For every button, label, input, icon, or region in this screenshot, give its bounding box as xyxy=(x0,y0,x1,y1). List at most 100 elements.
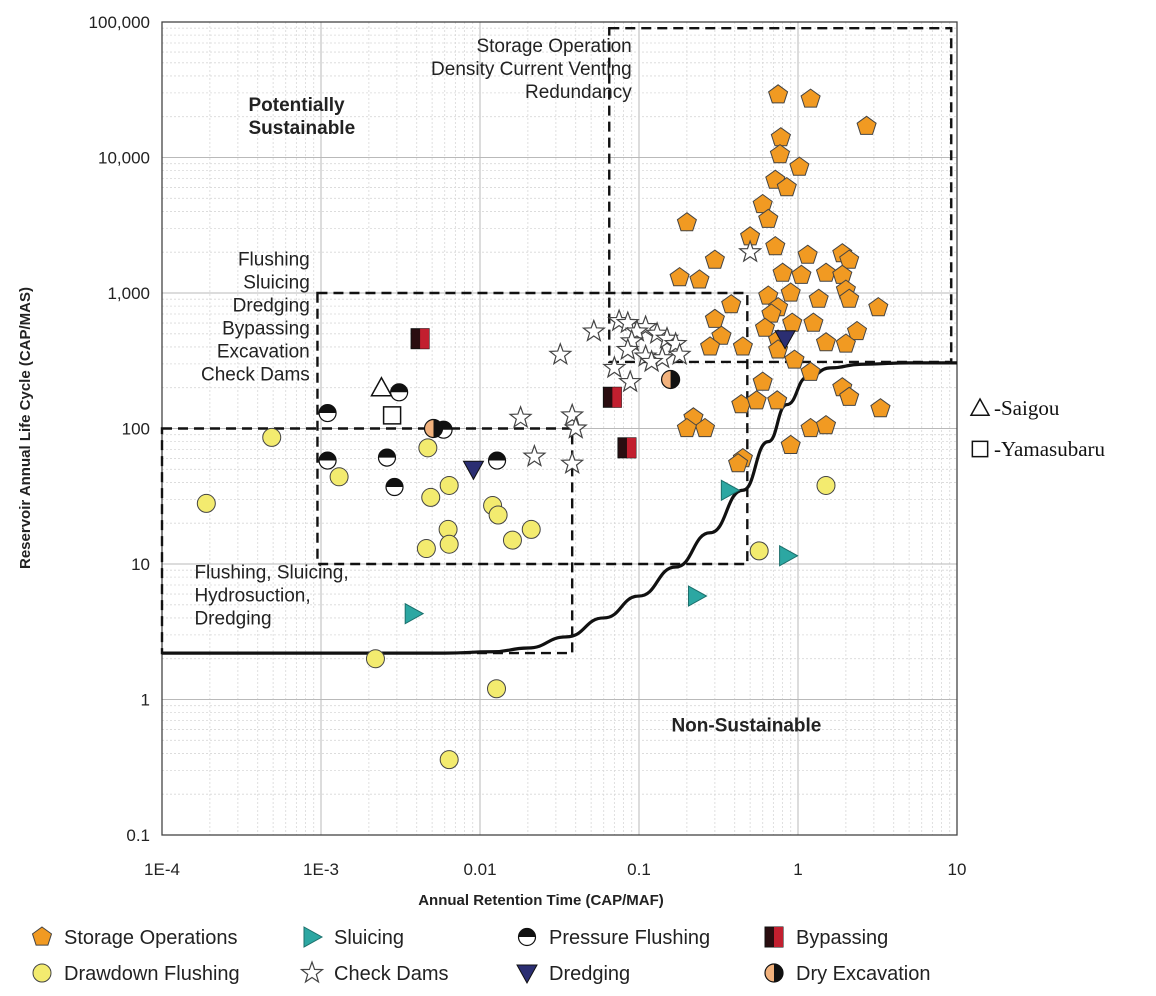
storage-operations-point xyxy=(754,317,776,337)
annotation-line: Sluicing xyxy=(243,272,310,293)
data-points xyxy=(196,84,891,770)
drawdown-flushing-point xyxy=(416,539,436,559)
drawdown-flushing-point xyxy=(262,427,282,447)
side-legend-label: -Saigou xyxy=(994,396,1060,420)
check-dams-point xyxy=(602,355,627,379)
storage-operations-point xyxy=(768,84,789,104)
sluicing-point xyxy=(720,479,741,502)
dredging-point xyxy=(774,330,796,350)
legend-label: Dredging xyxy=(549,963,630,985)
legend-item-drawdown-flushing: Drawdown Flushing xyxy=(32,963,240,985)
check-dams-point xyxy=(618,369,643,393)
storage-operations-point xyxy=(689,269,710,289)
storage-operations-point xyxy=(704,249,725,269)
check-dams-point xyxy=(667,342,692,366)
drawdown-flushing-point xyxy=(418,438,438,458)
storage-operations-point xyxy=(769,143,791,164)
storage-operations-point xyxy=(870,398,891,418)
annotation-line: Excavation xyxy=(217,341,310,362)
drawdown-flushing-point xyxy=(196,493,216,513)
annotation-line: Sustainable xyxy=(249,118,356,139)
check-dams-point xyxy=(560,402,585,426)
check-dams-point xyxy=(615,337,640,361)
drawdown-flushing-point xyxy=(439,750,459,770)
storage-operations-point xyxy=(789,156,810,176)
storage-operations-point xyxy=(800,417,821,438)
storage-operations-point xyxy=(791,264,812,284)
side-legend-item--saigou: -Saigou xyxy=(969,396,1060,420)
dredging-legend-icon xyxy=(516,964,538,985)
y-tick-label: 0.1 xyxy=(126,826,150,845)
saigou-point xyxy=(370,376,393,397)
dredging-point xyxy=(462,460,485,481)
storage-operations-point xyxy=(772,262,793,282)
check-dams-point xyxy=(563,415,588,439)
pressure-flushing-point xyxy=(318,403,337,423)
region-box-1 xyxy=(608,27,953,364)
sluicing-point xyxy=(688,585,708,607)
side-legend: -Saigou -Yamasubaru xyxy=(969,396,1106,461)
storage-operations-point xyxy=(839,249,860,269)
axis-ticks: 1E-4 1E-3 0.01 0.1 1 10 0.1 1 10 100 1,000 10,000 10… xyxy=(89,13,967,879)
legend: Storage Operations Sluicing Pressure Flush… xyxy=(31,926,931,985)
storage-operations-point xyxy=(846,320,868,341)
plot-gridlines xyxy=(161,22,957,836)
y-axis-title: Reservoir Annual Life Cycle (CAP/MAS) xyxy=(17,287,34,569)
x-tick-label: 1E-3 xyxy=(303,860,339,879)
storage-operations-point xyxy=(815,332,837,352)
storage-operations-point xyxy=(803,312,824,332)
storage-operations-point xyxy=(704,308,725,328)
storage-operations-point xyxy=(856,115,877,135)
check-dams-point xyxy=(663,331,688,355)
storage-operations-point xyxy=(669,266,690,287)
storage-operations-point xyxy=(761,303,782,323)
y-tick-label: 10,000 xyxy=(98,149,150,168)
x-tick-label: 1E-4 xyxy=(144,860,180,879)
storage-operations-point xyxy=(780,434,801,454)
annotation-line: Hydrosuction, xyxy=(194,586,310,607)
legend-item-dredging: Dredging xyxy=(516,963,630,985)
storage-operations-point xyxy=(770,127,791,147)
storage-operations-point xyxy=(767,390,788,410)
-yamasubaru-icon xyxy=(971,440,989,458)
x-tick-label: 10 xyxy=(948,860,967,879)
pressure-flushing-legend-icon xyxy=(517,927,537,947)
storage-operations-point xyxy=(721,294,742,314)
y-tick-label: 100 xyxy=(122,420,150,439)
annotation-line: Redundancy xyxy=(525,82,632,103)
x-tick-label: 0.1 xyxy=(627,860,651,879)
legend-item-bypassing: Bypassing xyxy=(764,926,888,949)
storage-operations-point xyxy=(835,333,856,353)
annotation-line: Non-Sustainable xyxy=(671,716,821,737)
check-dams-point xyxy=(639,349,664,373)
pressure-flushing-point xyxy=(390,383,409,402)
check-dams-point xyxy=(645,321,670,345)
dry-excavation-legend-icon xyxy=(764,963,784,983)
drawdown-flushing-legend-icon xyxy=(32,963,52,983)
legend-label: Dry Excavation xyxy=(796,963,931,985)
storage-operations-point xyxy=(746,390,767,410)
check-dams-point xyxy=(738,239,763,263)
check-dams-legend-icon xyxy=(299,960,325,984)
yamasubaru-point xyxy=(382,406,402,425)
region-box-2 xyxy=(316,291,749,566)
dry-excavation-point xyxy=(423,418,444,439)
storage-operations-point xyxy=(839,386,860,406)
check-dams-point xyxy=(581,318,606,342)
check-dams-point xyxy=(560,450,585,475)
boundary-curve-group xyxy=(162,361,957,655)
annotation-line: Potentially xyxy=(249,95,346,116)
annotation-line: Bypassing xyxy=(222,318,310,339)
legend-item-dry-excavation: Dry Excavation xyxy=(764,963,931,985)
storage-operations-point xyxy=(839,288,860,308)
storage-operations-point xyxy=(784,349,805,369)
y-tick-label: 1,000 xyxy=(107,284,150,303)
pressure-flushing-point xyxy=(318,451,337,470)
drawdown-flushing-point xyxy=(749,541,769,561)
bypassing-point xyxy=(617,437,637,459)
drawdown-flushing-point xyxy=(365,649,385,669)
check-dams-point xyxy=(508,405,533,429)
legend-label: Pressure Flushing xyxy=(549,927,710,949)
